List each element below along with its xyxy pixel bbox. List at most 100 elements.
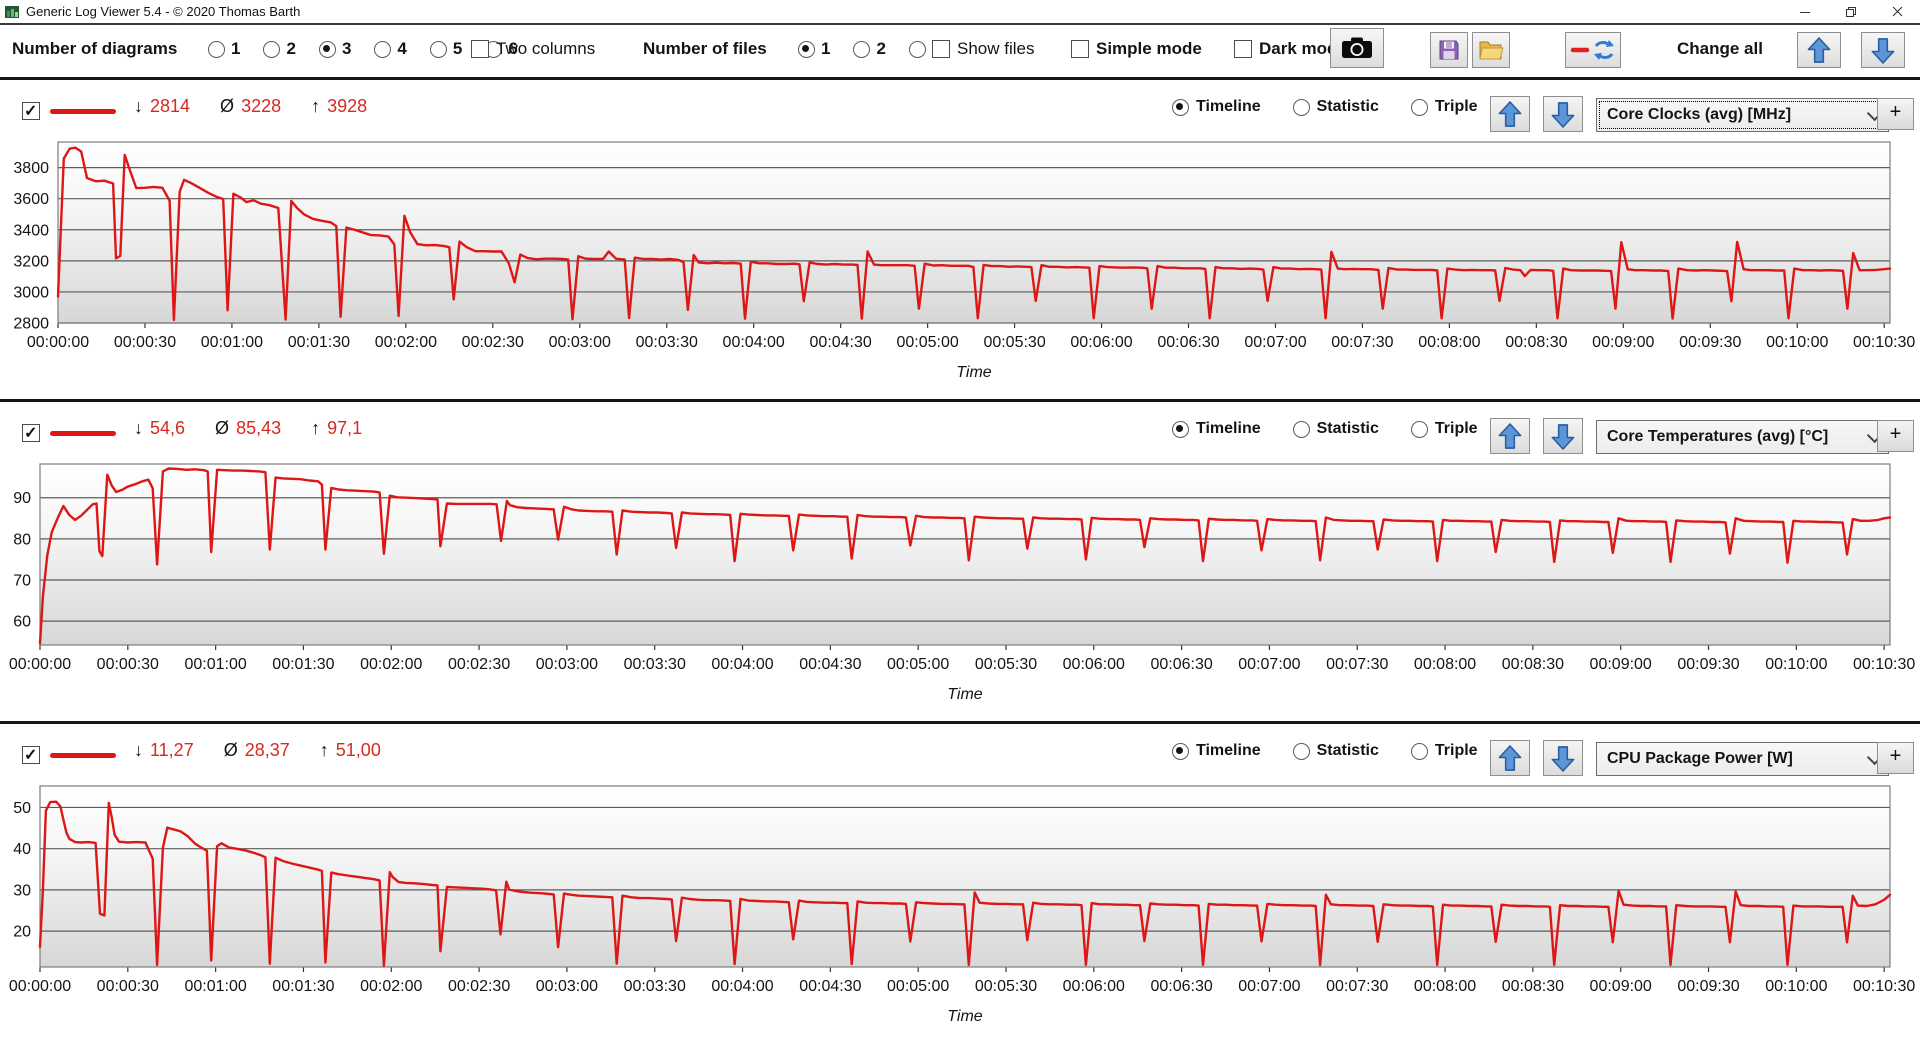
reset-zoom-button[interactable] xyxy=(1565,32,1621,68)
move-chart-down-button[interactable] xyxy=(1543,96,1583,132)
add-metric-button[interactable]: + xyxy=(1877,420,1914,452)
series-color-swatch xyxy=(50,109,116,114)
metric-select[interactable]: Core Clocks (avg) [MHz] xyxy=(1596,98,1889,132)
checkbox-icon xyxy=(471,40,489,58)
stat-max-value: 3928 xyxy=(327,96,367,117)
x-tick-label: 00:01:30 xyxy=(272,978,334,995)
x-tick-label: 00:06:00 xyxy=(1063,656,1125,673)
diagrams-radio-2[interactable]: 2 xyxy=(263,39,295,59)
restore-icon xyxy=(1845,6,1857,18)
x-tick-label: 00:07:00 xyxy=(1244,334,1306,351)
radio-selected-icon xyxy=(1172,99,1189,116)
x-tick-label: 00:06:30 xyxy=(1150,656,1212,673)
triple-radio[interactable]: Triple xyxy=(1411,420,1478,438)
x-tick-label: 00:03:00 xyxy=(549,334,611,351)
statistic-radio[interactable]: Statistic xyxy=(1293,742,1379,760)
metric-select[interactable]: CPU Package Power [W] xyxy=(1596,742,1889,776)
y-tick-label: 2800 xyxy=(13,316,49,333)
restore-button[interactable] xyxy=(1828,0,1874,23)
x-tick-label: 00:03:00 xyxy=(536,656,598,673)
x-axis-title: Time xyxy=(40,1008,1890,1026)
x-tick-label: 00:05:00 xyxy=(896,334,958,351)
x-tick-label: 00:08:00 xyxy=(1414,656,1476,673)
stat-min: ↓ 2814 xyxy=(134,96,190,117)
triple-radio[interactable]: Triple xyxy=(1411,742,1478,760)
add-metric-button[interactable]: + xyxy=(1877,98,1914,130)
x-tick-label: 00:09:00 xyxy=(1590,656,1652,673)
simple-mode-checkbox[interactable]: Simple mode xyxy=(1071,39,1202,59)
panel-header: ↓2814 Ø3228 ↑3928 Timeline Statistic Tri… xyxy=(0,96,1920,140)
x-tick-label: 00:05:00 xyxy=(887,656,949,673)
x-tick-label: 00:02:00 xyxy=(360,656,422,673)
change-all-up-button[interactable] xyxy=(1797,32,1841,68)
timeline-radio[interactable]: Timeline xyxy=(1172,742,1261,760)
series-visible-checkbox[interactable] xyxy=(22,424,40,442)
stat-avg: Ø28,37 xyxy=(224,740,290,761)
series-color-swatch xyxy=(50,431,116,436)
radio-icon xyxy=(1293,99,1310,116)
show-files-checkbox[interactable]: Show files xyxy=(932,39,1034,59)
radio-icon xyxy=(1293,421,1310,438)
screenshot-button[interactable] xyxy=(1330,28,1384,68)
move-chart-down-button[interactable] xyxy=(1543,740,1583,776)
close-button[interactable] xyxy=(1874,0,1920,23)
statistic-radio[interactable]: Statistic xyxy=(1293,98,1379,116)
triple-radio[interactable]: Triple xyxy=(1411,98,1478,116)
move-chart-up-button[interactable] xyxy=(1490,96,1530,132)
stat-min-value: 2814 xyxy=(150,96,190,117)
stat-max-value: 97,1 xyxy=(327,418,362,439)
window-titlebar: Generic Log Viewer 5.4 - © 2020 Thomas B… xyxy=(0,0,1920,25)
arrow-down-icon xyxy=(1550,745,1576,772)
x-tick-label: 00:03:30 xyxy=(636,334,698,351)
y-tick-label: 60 xyxy=(13,614,31,631)
x-tick-label: 00:02:30 xyxy=(448,978,510,995)
y-tick-label: 3800 xyxy=(13,160,49,177)
y-tick-label: 3400 xyxy=(13,222,49,239)
move-chart-up-button[interactable] xyxy=(1490,740,1530,776)
x-tick-label: 00:04:00 xyxy=(711,656,773,673)
max-symbol: ↑ xyxy=(320,740,329,761)
radio-icon xyxy=(909,41,926,58)
checkbox-icon xyxy=(1071,40,1089,58)
panel-header: ↓11,27 Ø28,37 ↑51,00 Timeline Statistic … xyxy=(0,740,1920,784)
change-all-down-button[interactable] xyxy=(1861,32,1905,68)
x-tick-label: 00:01:00 xyxy=(201,334,263,351)
core-clocks-chart: 28003000320034003600380000:00:0000:00:30… xyxy=(0,142,1920,357)
move-chart-up-button[interactable] xyxy=(1490,418,1530,454)
minimize-icon xyxy=(1799,6,1811,18)
y-tick-label: 20 xyxy=(13,924,31,941)
y-tick-label: 3200 xyxy=(13,253,49,270)
move-chart-down-button[interactable] xyxy=(1543,418,1583,454)
save-button[interactable] xyxy=(1430,32,1468,68)
series-visible-checkbox[interactable] xyxy=(22,102,40,120)
timeline-radio[interactable]: Timeline xyxy=(1172,420,1261,438)
x-tick-label: 00:10:30 xyxy=(1853,656,1915,673)
min-symbol: ↓ xyxy=(134,418,143,439)
x-tick-label: 00:01:00 xyxy=(184,978,246,995)
files-radio-2[interactable]: 2 xyxy=(853,39,885,59)
x-tick-label: 00:00:00 xyxy=(27,334,89,351)
timeline-radio[interactable]: Timeline xyxy=(1172,98,1261,116)
statistic-radio[interactable]: Statistic xyxy=(1293,420,1379,438)
min-symbol: ↓ xyxy=(134,740,143,761)
min-symbol: ↓ xyxy=(134,96,143,117)
series-stats: ↓11,27 Ø28,37 ↑51,00 xyxy=(134,740,381,761)
open-file-button[interactable] xyxy=(1472,32,1510,68)
radio-selected-icon xyxy=(1172,421,1189,438)
arrow-up-icon xyxy=(1497,745,1523,772)
two-columns-checkbox[interactable]: Two columns xyxy=(471,39,595,59)
stat-min: ↓54,6 xyxy=(134,418,185,439)
main-toolbar: Number of diagrams 1 2 3 4 5 6 Two colum… xyxy=(0,25,1920,77)
add-metric-button[interactable]: + xyxy=(1877,742,1914,774)
diagrams-radio-5[interactable]: 5 xyxy=(430,39,462,59)
diagrams-radio-3[interactable]: 3 xyxy=(319,39,351,59)
metric-select[interactable]: Core Temperatures (avg) [°C] xyxy=(1596,420,1889,454)
files-radio-1[interactable]: 1 xyxy=(798,39,830,59)
arrow-down-icon xyxy=(1870,37,1896,64)
diagrams-radio-1[interactable]: 1 xyxy=(208,39,240,59)
y-tick-label: 70 xyxy=(13,573,31,590)
radio-icon xyxy=(1411,99,1428,116)
series-visible-checkbox[interactable] xyxy=(22,746,40,764)
diagrams-radio-4[interactable]: 4 xyxy=(374,39,406,59)
minimize-button[interactable] xyxy=(1782,0,1828,23)
